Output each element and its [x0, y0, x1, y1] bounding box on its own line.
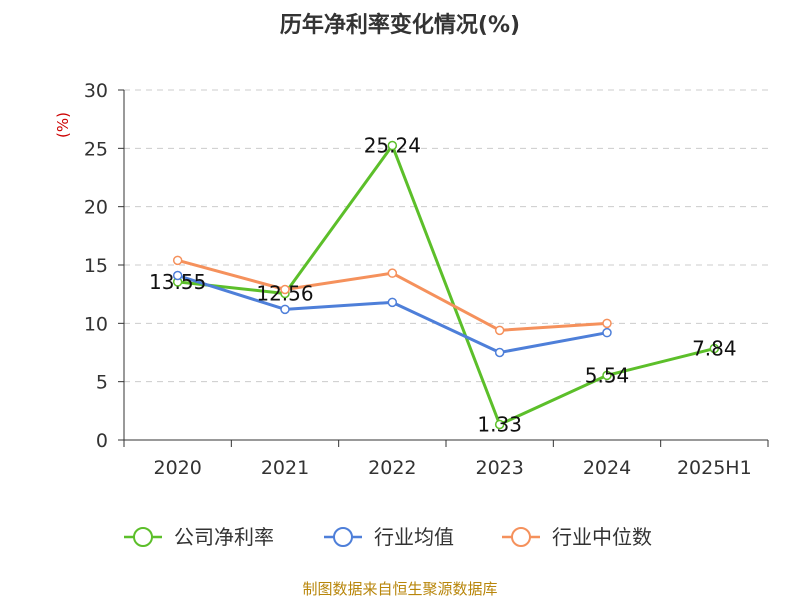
- series-point-0: [494, 419, 505, 430]
- y-tick-label: 15: [84, 255, 108, 277]
- source-note: 制图数据来自恒生聚源数据库: [302, 580, 497, 598]
- legend: 公司净利率 行业均值 行业中位数: [124, 525, 652, 549]
- series-point-1: [387, 297, 398, 308]
- data-label: 5.54: [585, 363, 630, 387]
- series-point-1: [602, 327, 612, 338]
- data-label: 1.33: [477, 412, 522, 436]
- x-tick-label: 2025H1: [677, 457, 752, 479]
- grid-lines: [124, 89, 768, 383]
- series-point-2: [387, 268, 398, 278]
- series-point-2: [494, 325, 505, 336]
- data-label: 13.55: [149, 270, 206, 294]
- series-line-1: [177, 274, 608, 354]
- data-labels: 13.55 12.56 25.24 1.33 5.54 7.84: [149, 134, 737, 437]
- legend-label: 行业均值: [374, 525, 454, 549]
- y-tick-label: 10: [84, 313, 108, 335]
- x-tick-label: 2024: [583, 457, 631, 479]
- legend-marker: [133, 527, 153, 547]
- series-point-1: [494, 347, 505, 358]
- series-point-2: [602, 318, 612, 329]
- series-point-2: [172, 255, 183, 266]
- y-tick-label: 0: [96, 430, 108, 452]
- legend-marker: [333, 527, 353, 547]
- series-line-0: [177, 144, 715, 426]
- series-point-0: [602, 370, 612, 381]
- legend-label: 行业中位数: [552, 525, 652, 549]
- series-point-0: [709, 343, 720, 354]
- axes: 0 5 10 15 20 25 30 2020 2021 2022 2023 2024 2025H1: [84, 80, 769, 479]
- series-point-1: [172, 270, 183, 281]
- y-axis-unit: (%): [54, 112, 72, 138]
- x-tick-label: 2023: [475, 457, 523, 479]
- series-point-1: [280, 304, 290, 315]
- y-tick-label: 25: [84, 138, 108, 160]
- series-point-2: [280, 284, 290, 295]
- legend-marker: [511, 527, 531, 547]
- y-tick-label: 5: [96, 372, 108, 394]
- data-label: 7.84: [692, 337, 737, 361]
- y-tick-label: 20: [84, 197, 108, 219]
- series-point-0: [387, 140, 398, 151]
- x-tick-label: 2020: [153, 457, 201, 479]
- x-tick-label: 2021: [261, 457, 309, 479]
- x-tick-label: 2022: [368, 457, 416, 479]
- y-tick-label: 30: [84, 80, 108, 102]
- data-label: 25.24: [364, 134, 421, 158]
- series-group: [172, 140, 720, 430]
- data-label: 12.56: [256, 281, 313, 305]
- chart-title: 历年净利率变化情况(%): [280, 12, 520, 38]
- legend-label: 公司净利率: [174, 525, 274, 549]
